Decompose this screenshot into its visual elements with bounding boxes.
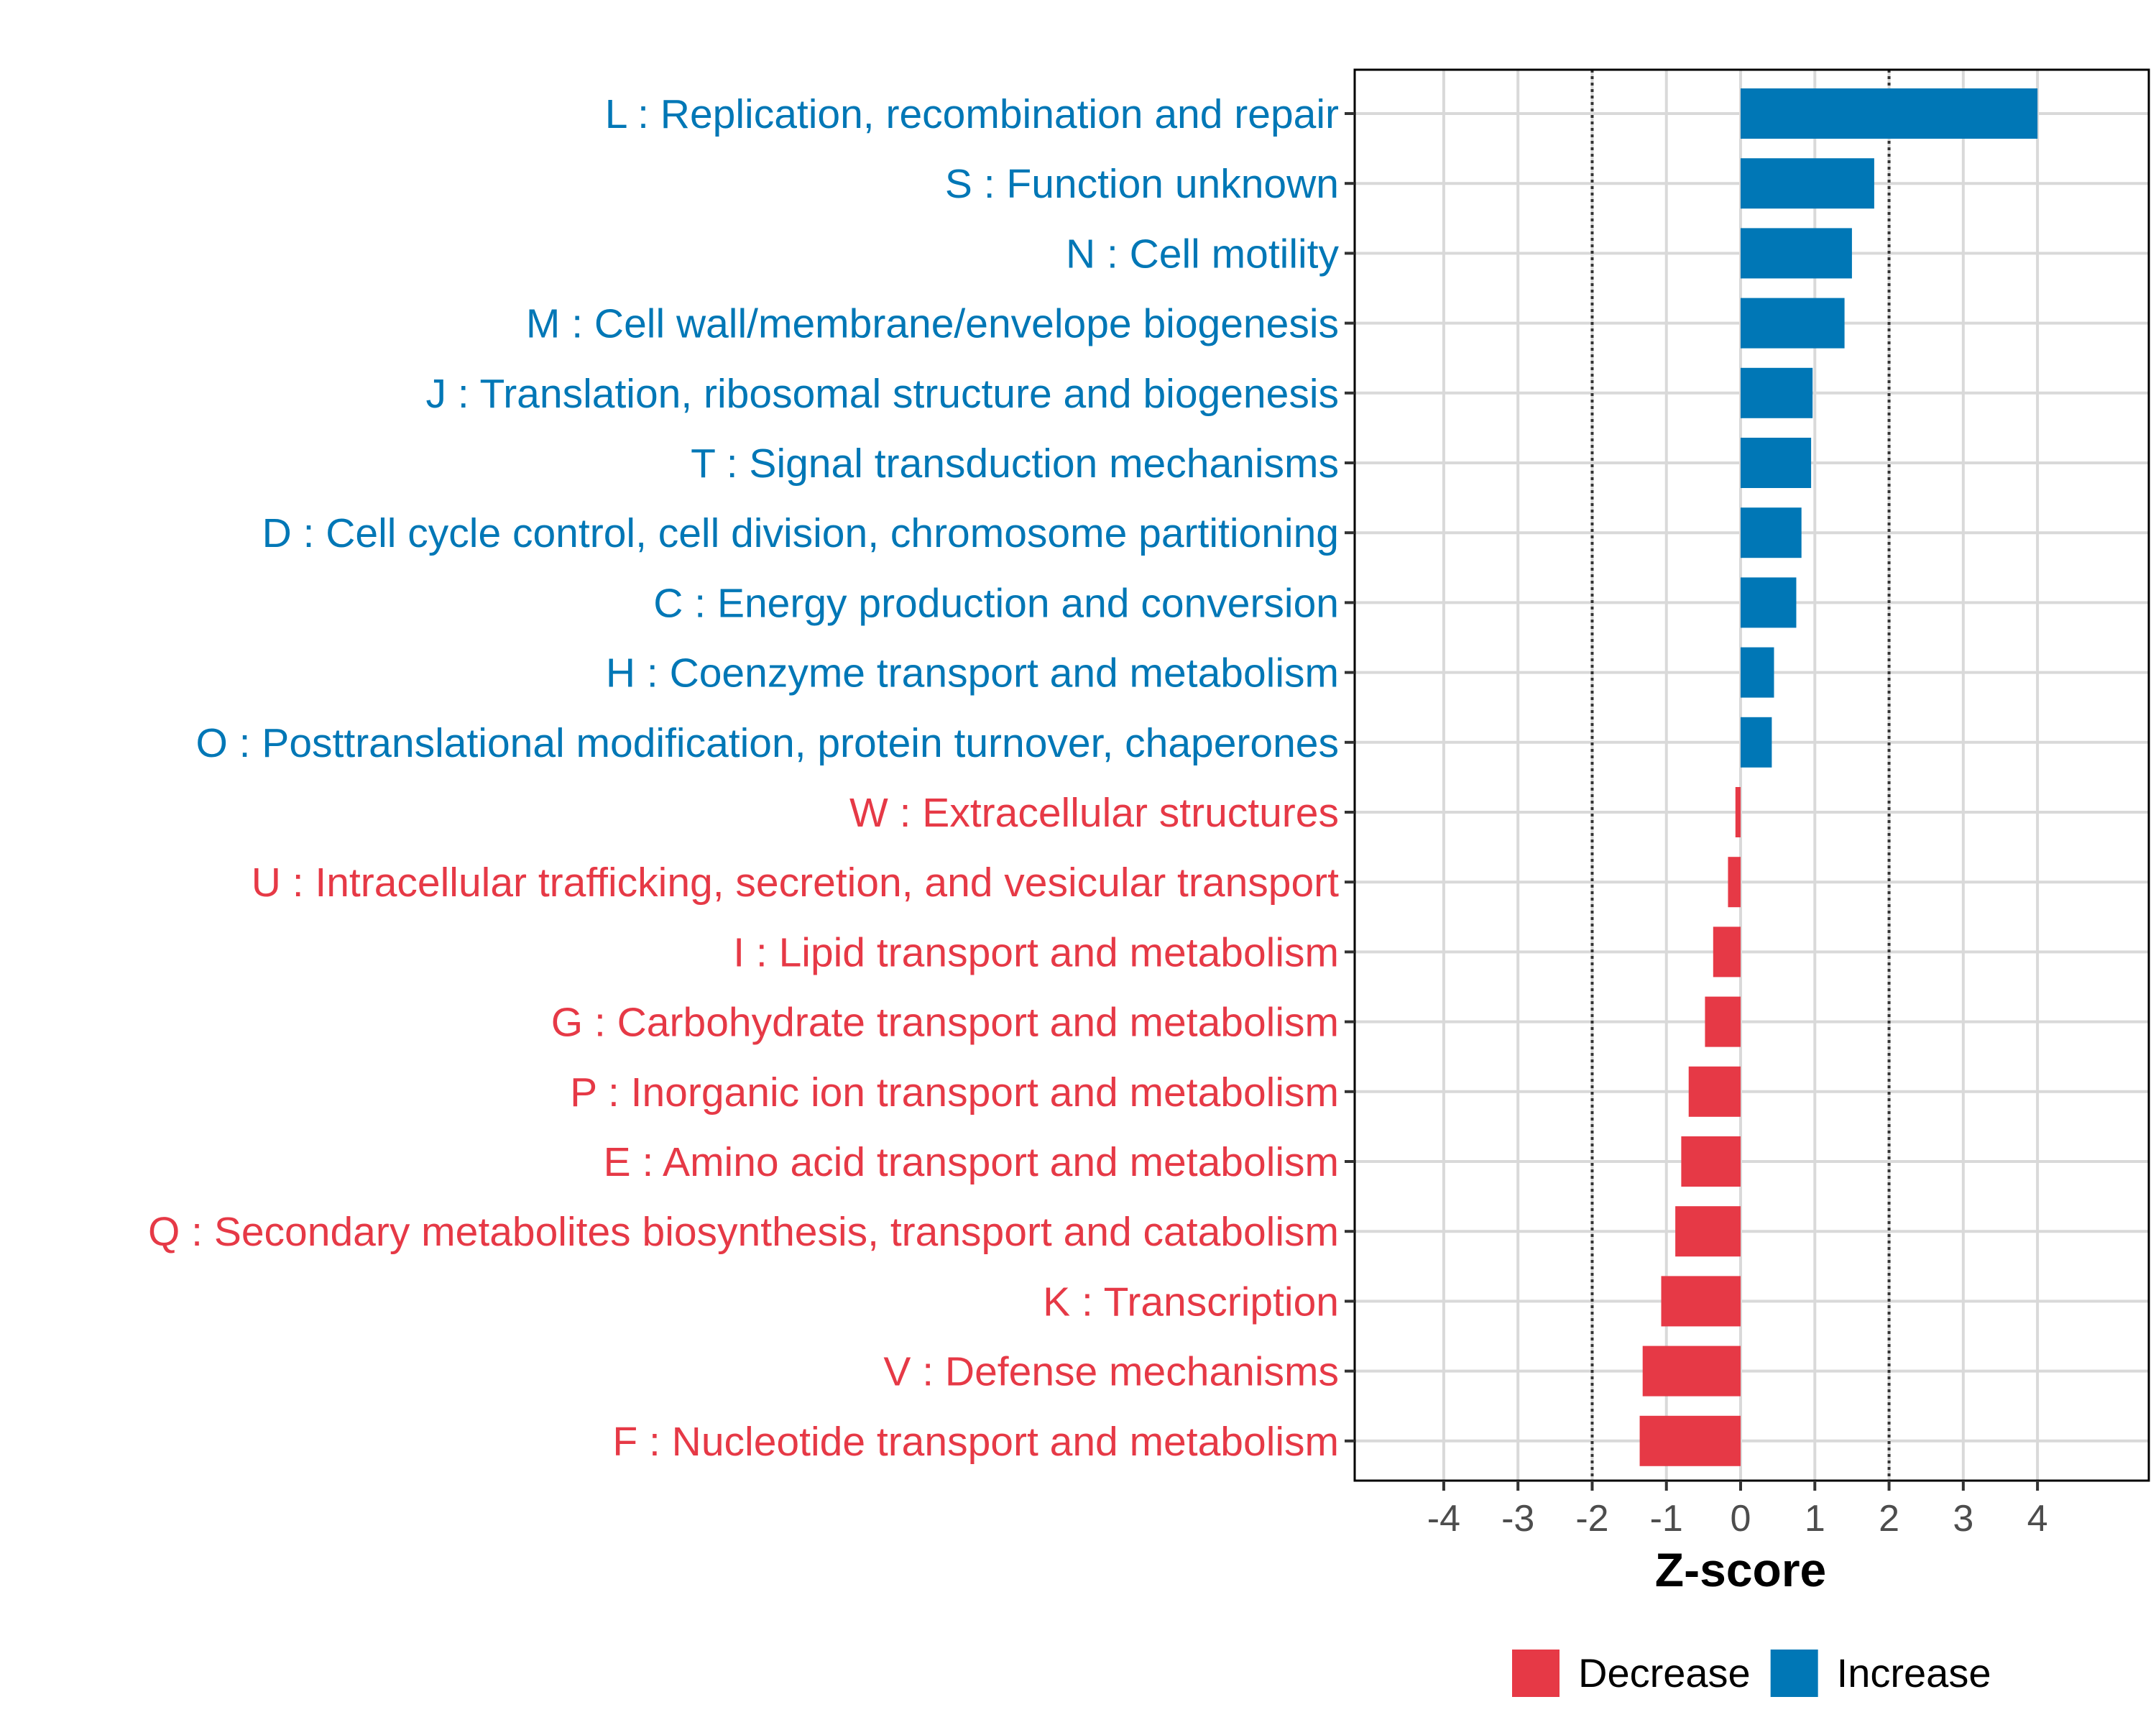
- x-tick-label: 2: [1879, 1498, 1899, 1540]
- x-tick-label: 4: [2027, 1498, 2048, 1540]
- x-tick-label: 3: [1953, 1498, 1973, 1540]
- reference-lines: [1590, 70, 1891, 1481]
- x-axis: -4 -3 -2 -1 0 1 2 3 4: [1427, 1481, 2048, 1540]
- category-label: C : Energy production and conversion: [653, 580, 1339, 626]
- bar: [1741, 717, 1772, 768]
- bars: [1639, 88, 2038, 1466]
- x-tick-label: 1: [1805, 1498, 1825, 1540]
- category-label: Q : Secondary metabolites biosynthesis, …: [148, 1209, 1339, 1255]
- bar: [1728, 857, 1741, 908]
- bar: [1681, 1136, 1741, 1187]
- category-label: O : Posttranslational modification, prot…: [195, 720, 1339, 766]
- bar: [1741, 88, 2038, 139]
- legend-key: [1512, 1650, 1560, 1697]
- category-label: H : Coenzyme transport and metabolism: [606, 650, 1339, 696]
- bar: [1741, 507, 1802, 558]
- y-axis: L : Replication, recombination and repai…: [148, 91, 1355, 1465]
- category-label: K : Transcription: [1043, 1279, 1339, 1325]
- panel-border: [1353, 68, 2150, 1482]
- bar: [1688, 1066, 1741, 1117]
- bar: [1713, 926, 1741, 978]
- bar: [1741, 228, 1852, 279]
- legend-key: [1770, 1650, 1818, 1697]
- legend-label: Increase: [1837, 1650, 1991, 1696]
- bar: [1741, 647, 1774, 698]
- bar: [1741, 158, 1874, 209]
- legend: Decrease Increase: [1512, 1650, 1991, 1697]
- bar: [1741, 577, 1797, 628]
- bar: [1741, 367, 1813, 418]
- x-tick-label: -3: [1501, 1498, 1534, 1540]
- bar: [1642, 1346, 1741, 1397]
- category-label: U : Intracellular trafficking, secretion…: [252, 860, 1339, 906]
- category-label: E : Amino acid transport and metabolism: [604, 1139, 1339, 1185]
- category-label: G : Carbohydrate transport and metabolis…: [551, 1000, 1339, 1046]
- x-axis-title: Z-score: [1655, 1543, 1826, 1596]
- bar: [1741, 438, 1812, 488]
- category-label: L : Replication, recombination and repai…: [605, 91, 1339, 137]
- category-label: J : Translation, ribosomal structure and…: [426, 371, 1339, 417]
- category-label: V : Defense mechanisms: [883, 1349, 1339, 1395]
- category-label: S : Function unknown: [945, 161, 1339, 207]
- category-label: N : Cell motility: [1066, 231, 1340, 277]
- category-label: P : Inorganic ion transport and metaboli…: [570, 1070, 1339, 1116]
- category-label: T : Signal transduction mechanisms: [691, 441, 1339, 487]
- category-label: F : Nucleotide transport and metabolism: [612, 1419, 1339, 1465]
- x-tick-label: -4: [1427, 1498, 1460, 1540]
- bar: [1735, 787, 1741, 837]
- bar: [1705, 996, 1741, 1047]
- legend-label: Decrease: [1578, 1650, 1751, 1696]
- category-label: I : Lipid transport and metabolism: [733, 929, 1339, 975]
- category-label: W : Extracellular structures: [849, 790, 1339, 836]
- bar: [1639, 1415, 1741, 1466]
- bar: [1675, 1206, 1741, 1257]
- category-label: M : Cell wall/membrane/envelope biogenes…: [526, 301, 1339, 347]
- x-tick-label: -2: [1575, 1498, 1608, 1540]
- x-tick-label: 0: [1731, 1498, 1751, 1540]
- bar: [1661, 1276, 1741, 1327]
- x-tick-label: -1: [1650, 1498, 1683, 1540]
- category-label: D : Cell cycle control, cell division, c…: [262, 510, 1339, 556]
- bar: [1741, 298, 1845, 349]
